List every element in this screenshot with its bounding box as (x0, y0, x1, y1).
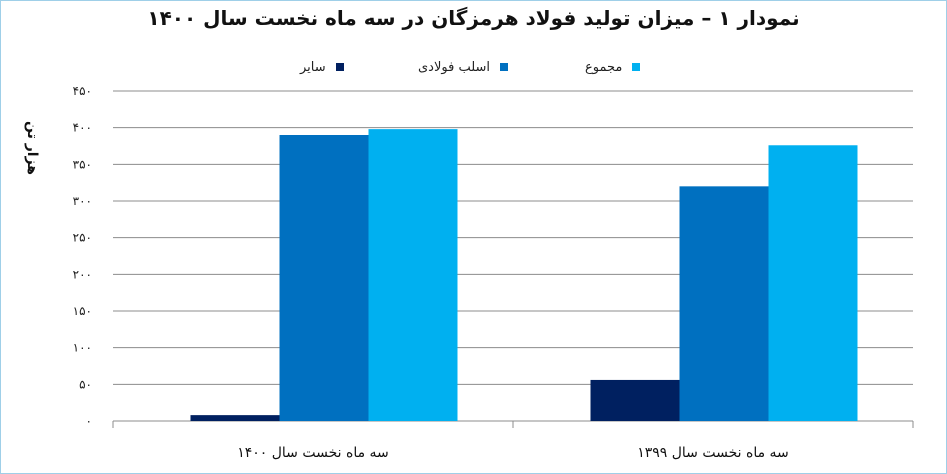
legend-label-total: مجموع (585, 59, 623, 75)
y-tick-label: ۳۰۰ (73, 194, 92, 208)
legend-item-slab: اسلب فولادی (418, 57, 509, 77)
bar (368, 129, 458, 421)
y-tick-label: ۱۰۰ (73, 341, 92, 355)
x-category-label: سه ماه نخست سال ۱۴۰۰ (237, 445, 389, 461)
y-tick-label: ۳۵۰ (73, 157, 92, 171)
legend-swatch-slab (500, 63, 509, 71)
y-axis-label: هزار تن (24, 121, 40, 175)
chart-title: نمودار ۱ – میزان تولید فولاد هرمزگان در … (147, 6, 800, 30)
bar (190, 415, 280, 421)
legend-item-other: سایر (300, 57, 344, 77)
legend-item-total: مجموع (585, 57, 641, 77)
legend-swatch-other (335, 63, 344, 71)
y-tick-label: ۱۵۰ (73, 304, 92, 318)
x-category-label: سه ماه نخست سال ۱۳۹۹ (637, 445, 789, 461)
y-tick-label: ۲۰۰ (73, 267, 92, 281)
legend-label-other: سایر (300, 59, 326, 75)
bar (590, 379, 680, 421)
y-tick-label: ۰ (86, 414, 92, 428)
y-tick-label: ۲۵۰ (73, 231, 92, 245)
bar (768, 145, 858, 421)
legend-swatch-total (632, 63, 641, 71)
y-tick-label: ۴۵۰ (73, 84, 92, 98)
y-tick-label: ۵۰ (79, 377, 92, 391)
bar (279, 135, 369, 421)
y-tick-label: ۴۰۰ (73, 121, 92, 135)
legend-label-slab: اسلب فولادی (418, 59, 491, 75)
legend: سایر اسلب فولادی مجموع (0, 57, 947, 77)
bar (679, 186, 769, 421)
